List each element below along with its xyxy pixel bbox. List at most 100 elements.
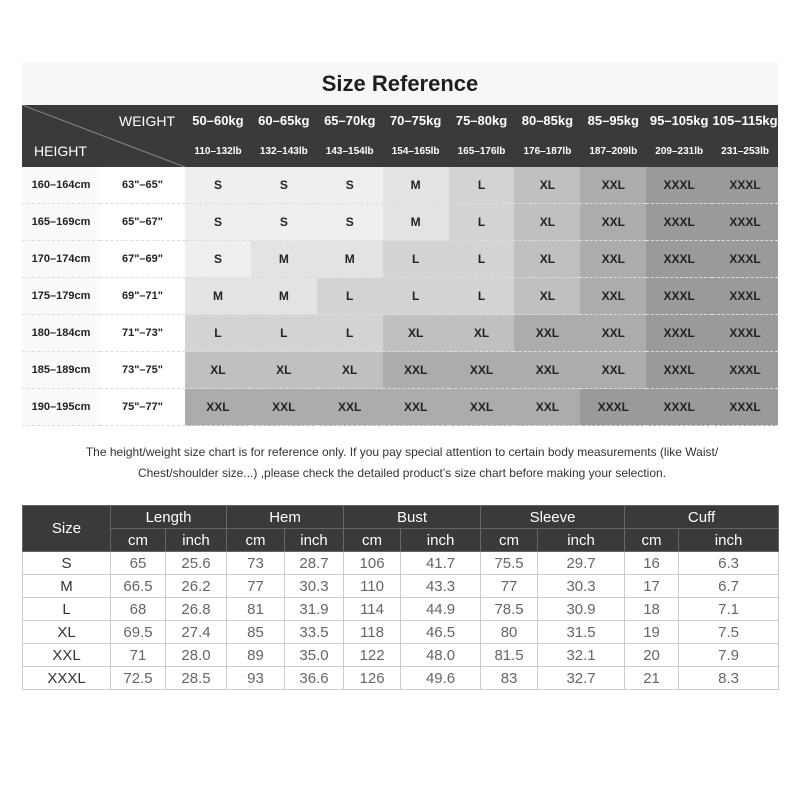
weight-kg-cell: 70–75kg xyxy=(382,105,449,136)
value-cell: 83 xyxy=(480,666,539,690)
table-row: XXL 71 28.0 89 35.0 122 48.0 81.5 32.1 20 7.9 xyxy=(22,643,780,667)
value-cell: 80 xyxy=(480,620,539,644)
value-cell: 75.5 xyxy=(480,551,539,575)
value-cell: 36.6 xyxy=(284,666,345,690)
note-line-1: The height/weight size chart is for refe… xyxy=(85,445,719,459)
size-cell: XXL xyxy=(382,351,449,389)
size-cell: L xyxy=(448,240,515,278)
group-header: Bust xyxy=(343,505,482,529)
value-cell: 114 xyxy=(343,597,402,621)
value-cell: 65 xyxy=(110,551,166,575)
size-cell: S xyxy=(22,551,111,575)
unit-header: inch xyxy=(678,528,780,552)
size-cell: S xyxy=(250,203,317,241)
table-row: 185–189cm 73"–75" XL XL XL XXL XXL XXL XXL XXXL XX… xyxy=(22,351,779,389)
size-header: Size xyxy=(22,505,111,552)
value-cell: 29.7 xyxy=(537,551,626,575)
height-inch-cell: 71"–73" xyxy=(100,314,185,352)
unit-header: cm xyxy=(624,528,680,552)
weight-kg-cell: 65–70kg xyxy=(316,105,383,136)
size-cell: XXL xyxy=(580,240,647,278)
weight-lb-cell: 176–187lb xyxy=(514,136,581,167)
size-cell: XXXL xyxy=(712,388,779,426)
size-cell: XXL xyxy=(22,643,111,667)
value-cell: 31.9 xyxy=(284,597,345,621)
group-header: Cuff xyxy=(624,505,780,529)
unit-header: inch xyxy=(400,528,482,552)
value-cell: 32.1 xyxy=(537,643,626,667)
size-cell: M xyxy=(382,167,449,204)
height-inch-cell: 65"–67" xyxy=(100,203,185,241)
size-cell: XXXL xyxy=(712,203,779,241)
value-cell: 48.0 xyxy=(400,643,482,667)
value-cell: 30.9 xyxy=(537,597,626,621)
size-cell: XXL xyxy=(250,388,317,426)
size-cell: L xyxy=(448,277,515,315)
weight-lb-cell: 110–132lb xyxy=(185,136,251,167)
value-cell: 19 xyxy=(624,620,680,644)
weight-lb-header-row: 110–132lb 132–143lb 143–154lb 154–165lb 165–… xyxy=(22,136,779,167)
height-label: HEIGHT xyxy=(34,143,87,159)
height-cm-cell: 180–184cm xyxy=(22,314,100,352)
size-cell: XXL xyxy=(580,351,647,389)
size-cell: L xyxy=(382,240,449,278)
size-cell: XXXL xyxy=(580,388,647,426)
size-cell: XXXL xyxy=(646,167,713,204)
value-cell: 77 xyxy=(226,574,286,598)
size-cell: XXL xyxy=(185,388,251,426)
unit-header: cm xyxy=(343,528,402,552)
unit-header: inch xyxy=(284,528,345,552)
value-cell: 7.9 xyxy=(678,643,780,667)
value-cell: 41.7 xyxy=(400,551,482,575)
unit-header: cm xyxy=(110,528,166,552)
value-cell: 26.2 xyxy=(164,574,228,598)
value-cell: 32.7 xyxy=(537,666,626,690)
size-cell: XXXL xyxy=(646,351,713,389)
measurement-table: Size Length Hem Bust Sleeve Cuff cm inch cm inch c… xyxy=(22,505,780,690)
size-cell: XXXL xyxy=(646,314,713,352)
weight-kg-cell: 85–95kg xyxy=(580,105,647,136)
size-cell: XL xyxy=(514,203,581,241)
size-cell: XL xyxy=(250,351,317,389)
size-cell: L xyxy=(448,203,515,241)
value-cell: 21 xyxy=(624,666,680,690)
height-cm-cell: 185–189cm xyxy=(22,351,100,389)
weight-kg-header-row: WEIGHT HEIGHT 50–60kg 60–65kg 65–70kg 70–75kg… xyxy=(22,105,779,167)
size-cell: XXL xyxy=(316,388,383,426)
height-inch-cell: 73"–75" xyxy=(100,351,185,389)
size-cell: XXL xyxy=(514,388,581,426)
value-cell: 17 xyxy=(624,574,680,598)
size-cell: XXXL xyxy=(712,314,779,352)
size-cell: S xyxy=(250,167,317,204)
value-cell: 6.3 xyxy=(678,551,780,575)
page-title: Size Reference xyxy=(22,62,778,105)
value-cell: 73 xyxy=(226,551,286,575)
value-cell: 77 xyxy=(480,574,539,598)
table-row: 165–169cm 65"–67" S S S M L XL XXL XXXL XXXL xyxy=(22,203,779,241)
value-cell: 7.1 xyxy=(678,597,780,621)
height-inch-cell: 75"–77" xyxy=(100,388,185,426)
value-cell: 30.3 xyxy=(537,574,626,598)
height-cm-cell: 170–174cm xyxy=(22,240,100,278)
value-cell: 8.3 xyxy=(678,666,780,690)
value-cell: 81.5 xyxy=(480,643,539,667)
size-cell: XXL xyxy=(580,314,647,352)
size-cell: M xyxy=(382,203,449,241)
value-cell: 72.5 xyxy=(110,666,166,690)
weight-lb-cell: 143–154lb xyxy=(316,136,383,167)
table-row: S 65 25.6 73 28.7 106 41.7 75.5 29.7 16 6.3 xyxy=(22,551,780,575)
value-cell: 44.9 xyxy=(400,597,482,621)
size-cell: M xyxy=(185,277,251,315)
weight-kg-cell: 60–65kg xyxy=(250,105,317,136)
value-cell: 31.5 xyxy=(537,620,626,644)
size-cell: M xyxy=(250,240,317,278)
size-cell: S xyxy=(185,240,251,278)
size-cell: XL xyxy=(514,277,581,315)
size-cell: XXL xyxy=(514,314,581,352)
size-cell: M xyxy=(22,574,111,598)
size-cell: XL xyxy=(514,167,581,204)
size-cell: XXXL xyxy=(646,240,713,278)
value-cell: 18 xyxy=(624,597,680,621)
table-row: 175–179cm 69"–71" M M L L L XL XXL XXXL XXXL xyxy=(22,277,779,315)
size-cell: XXXL xyxy=(712,277,779,315)
